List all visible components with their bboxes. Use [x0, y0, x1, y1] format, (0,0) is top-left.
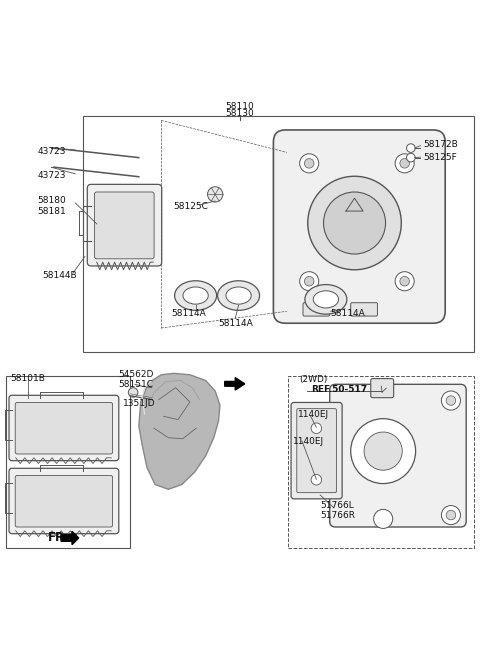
Circle shape: [407, 144, 415, 152]
Ellipse shape: [226, 287, 251, 304]
FancyBboxPatch shape: [291, 402, 342, 499]
FancyBboxPatch shape: [15, 402, 113, 454]
Ellipse shape: [313, 291, 338, 308]
Circle shape: [324, 192, 385, 254]
Circle shape: [446, 510, 456, 520]
Circle shape: [400, 276, 409, 286]
Circle shape: [300, 272, 319, 291]
Bar: [288, 376, 474, 548]
Circle shape: [128, 388, 138, 397]
Bar: [6, 376, 130, 548]
Circle shape: [446, 396, 456, 405]
Circle shape: [308, 176, 401, 270]
Circle shape: [311, 423, 322, 434]
Circle shape: [207, 187, 223, 202]
Text: 1351JD: 1351JD: [123, 399, 156, 408]
Text: FR.: FR.: [48, 531, 70, 544]
Circle shape: [395, 154, 414, 173]
Circle shape: [311, 474, 322, 485]
FancyBboxPatch shape: [87, 184, 162, 266]
Circle shape: [304, 276, 314, 286]
Circle shape: [351, 419, 416, 483]
Text: 58114A: 58114A: [331, 309, 365, 318]
Circle shape: [300, 154, 319, 173]
Text: 58144B: 58144B: [42, 271, 77, 280]
FancyBboxPatch shape: [9, 396, 119, 461]
Bar: [83, 115, 474, 352]
Text: 58114A: 58114A: [171, 309, 205, 318]
Text: 43723: 43723: [37, 171, 66, 180]
Ellipse shape: [305, 285, 347, 314]
Ellipse shape: [217, 281, 260, 310]
FancyBboxPatch shape: [303, 302, 330, 316]
Polygon shape: [61, 531, 79, 544]
Circle shape: [395, 272, 414, 291]
FancyBboxPatch shape: [297, 409, 336, 493]
Circle shape: [373, 509, 393, 529]
Ellipse shape: [183, 287, 208, 304]
FancyBboxPatch shape: [371, 379, 394, 398]
Polygon shape: [139, 373, 220, 489]
FancyBboxPatch shape: [330, 384, 466, 527]
FancyBboxPatch shape: [95, 192, 154, 259]
Text: 58172B: 58172B: [424, 140, 458, 149]
Text: 58114A: 58114A: [218, 319, 253, 328]
Text: 58101B: 58101B: [10, 374, 45, 382]
FancyBboxPatch shape: [351, 302, 377, 316]
Circle shape: [407, 154, 415, 162]
Polygon shape: [225, 378, 245, 390]
Circle shape: [304, 159, 314, 168]
FancyBboxPatch shape: [9, 468, 119, 534]
Text: 58125F: 58125F: [424, 153, 457, 161]
Text: REF.50-517: REF.50-517: [311, 384, 367, 394]
Text: (2WD): (2WD): [300, 375, 328, 384]
Text: 58180
58181: 58180 58181: [37, 196, 66, 216]
Text: 58110: 58110: [226, 102, 254, 111]
Text: 51766L
51766R: 51766L 51766R: [320, 501, 355, 520]
Text: 1140EJ: 1140EJ: [292, 437, 324, 446]
Circle shape: [364, 432, 402, 470]
Text: 1140EJ: 1140EJ: [298, 411, 329, 419]
Text: 58130: 58130: [226, 109, 254, 117]
FancyBboxPatch shape: [15, 476, 113, 527]
Text: 54562D
58151C: 54562D 58151C: [118, 370, 154, 389]
FancyBboxPatch shape: [274, 130, 445, 323]
Circle shape: [442, 506, 460, 525]
Text: 58125C: 58125C: [173, 202, 208, 211]
Circle shape: [400, 159, 409, 168]
Ellipse shape: [175, 281, 216, 310]
Circle shape: [442, 391, 460, 410]
Text: 43723: 43723: [37, 147, 66, 156]
